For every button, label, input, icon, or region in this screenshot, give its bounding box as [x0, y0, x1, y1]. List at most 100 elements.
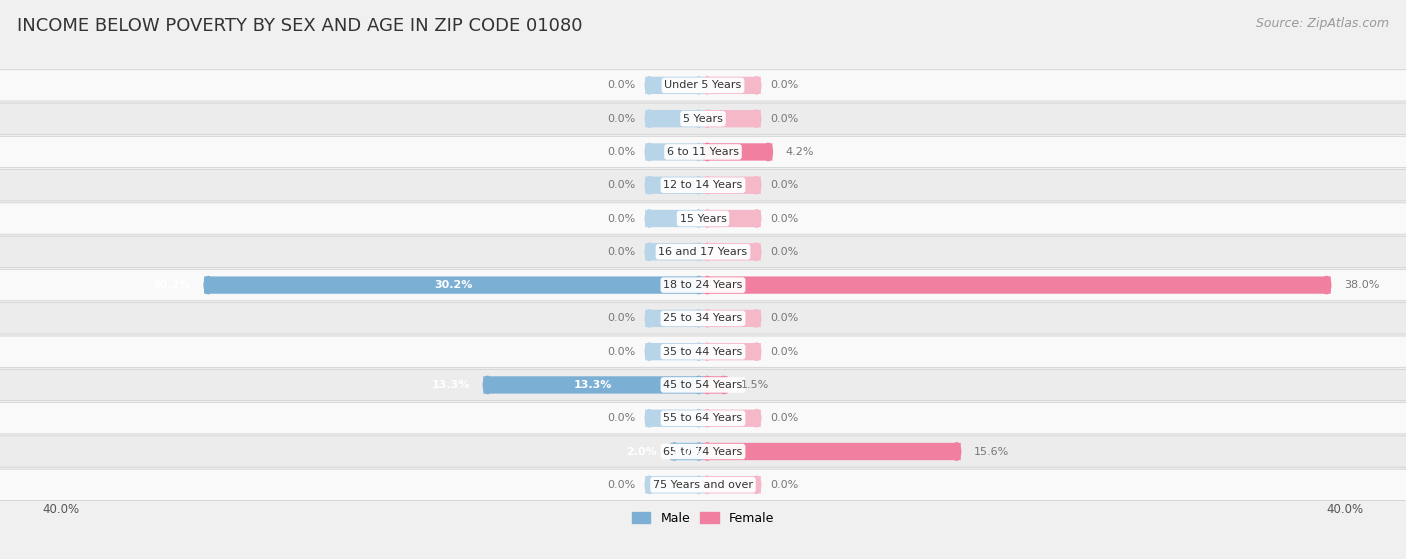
FancyBboxPatch shape — [484, 376, 703, 394]
Circle shape — [703, 177, 711, 194]
FancyBboxPatch shape — [669, 443, 703, 460]
Circle shape — [703, 243, 711, 260]
Circle shape — [204, 277, 212, 293]
Circle shape — [645, 177, 654, 194]
Text: 18 to 24 Years: 18 to 24 Years — [664, 280, 742, 290]
FancyBboxPatch shape — [0, 369, 1406, 401]
Circle shape — [695, 243, 703, 260]
FancyBboxPatch shape — [0, 402, 1406, 434]
FancyBboxPatch shape — [0, 336, 1406, 367]
Circle shape — [645, 343, 654, 361]
Circle shape — [703, 110, 711, 127]
FancyBboxPatch shape — [703, 143, 772, 160]
FancyBboxPatch shape — [0, 70, 1406, 101]
Circle shape — [752, 77, 761, 94]
Text: 40.0%: 40.0% — [42, 503, 79, 516]
Text: 13.3%: 13.3% — [432, 380, 470, 390]
Text: 0.0%: 0.0% — [770, 80, 799, 91]
Text: 55 to 64 Years: 55 to 64 Years — [664, 413, 742, 423]
Text: 0.0%: 0.0% — [607, 214, 636, 224]
FancyBboxPatch shape — [703, 77, 761, 94]
FancyBboxPatch shape — [0, 269, 1406, 301]
Text: 65 to 74 Years: 65 to 74 Years — [664, 447, 742, 457]
Circle shape — [703, 443, 711, 460]
FancyBboxPatch shape — [0, 303, 1406, 334]
Circle shape — [695, 77, 703, 94]
FancyBboxPatch shape — [703, 310, 761, 327]
FancyBboxPatch shape — [645, 110, 703, 127]
Text: 0.0%: 0.0% — [770, 347, 799, 357]
FancyBboxPatch shape — [703, 210, 761, 227]
Text: 0.0%: 0.0% — [607, 113, 636, 124]
FancyBboxPatch shape — [703, 177, 761, 194]
FancyBboxPatch shape — [703, 243, 761, 260]
Circle shape — [703, 77, 711, 94]
Text: 0.0%: 0.0% — [770, 314, 799, 323]
Text: 13.3%: 13.3% — [574, 380, 613, 390]
Circle shape — [669, 443, 679, 460]
FancyBboxPatch shape — [645, 210, 703, 227]
Circle shape — [695, 110, 703, 127]
Text: 0.0%: 0.0% — [607, 247, 636, 257]
Text: 0.0%: 0.0% — [607, 347, 636, 357]
Text: 0.0%: 0.0% — [770, 480, 799, 490]
Circle shape — [703, 476, 711, 494]
Text: 38.0%: 38.0% — [1344, 280, 1379, 290]
Text: 0.0%: 0.0% — [607, 314, 636, 323]
Circle shape — [703, 343, 711, 361]
Circle shape — [695, 277, 703, 293]
Circle shape — [703, 410, 711, 427]
FancyBboxPatch shape — [703, 410, 761, 427]
Text: 45 to 54 Years: 45 to 54 Years — [664, 380, 742, 390]
Text: 1.5%: 1.5% — [741, 380, 769, 390]
FancyBboxPatch shape — [645, 343, 703, 361]
FancyBboxPatch shape — [645, 410, 703, 427]
Circle shape — [752, 210, 761, 227]
FancyBboxPatch shape — [703, 443, 960, 460]
Text: 0.0%: 0.0% — [607, 480, 636, 490]
Circle shape — [645, 110, 654, 127]
FancyBboxPatch shape — [0, 136, 1406, 168]
Circle shape — [695, 310, 703, 327]
Text: 30.2%: 30.2% — [434, 280, 472, 290]
FancyBboxPatch shape — [645, 310, 703, 327]
FancyBboxPatch shape — [645, 177, 703, 194]
Text: 25 to 34 Years: 25 to 34 Years — [664, 314, 742, 323]
Text: 0.0%: 0.0% — [770, 413, 799, 423]
Circle shape — [695, 410, 703, 427]
Text: Source: ZipAtlas.com: Source: ZipAtlas.com — [1256, 17, 1389, 30]
FancyBboxPatch shape — [703, 476, 761, 494]
Text: 30.2%: 30.2% — [152, 280, 191, 290]
Text: 15 Years: 15 Years — [679, 214, 727, 224]
Text: 75 Years and over: 75 Years and over — [652, 480, 754, 490]
Circle shape — [695, 343, 703, 361]
Circle shape — [752, 177, 761, 194]
Text: 2.0%: 2.0% — [626, 447, 657, 457]
Circle shape — [752, 410, 761, 427]
Text: 16 and 17 Years: 16 and 17 Years — [658, 247, 748, 257]
Circle shape — [763, 143, 772, 160]
Text: 35 to 44 Years: 35 to 44 Years — [664, 347, 742, 357]
Circle shape — [695, 177, 703, 194]
Circle shape — [720, 376, 728, 394]
Text: 0.0%: 0.0% — [607, 80, 636, 91]
Text: Under 5 Years: Under 5 Years — [665, 80, 741, 91]
Circle shape — [703, 210, 711, 227]
FancyBboxPatch shape — [0, 103, 1406, 134]
FancyBboxPatch shape — [703, 343, 761, 361]
Circle shape — [645, 310, 654, 327]
Text: 15.6%: 15.6% — [974, 447, 1010, 457]
FancyBboxPatch shape — [645, 476, 703, 494]
Text: 0.0%: 0.0% — [770, 180, 799, 190]
Circle shape — [752, 310, 761, 327]
FancyBboxPatch shape — [204, 277, 703, 293]
Text: 0.0%: 0.0% — [607, 180, 636, 190]
Circle shape — [695, 476, 703, 494]
FancyBboxPatch shape — [0, 203, 1406, 234]
Text: 40.0%: 40.0% — [1327, 503, 1364, 516]
Circle shape — [752, 476, 761, 494]
Circle shape — [703, 310, 711, 327]
Circle shape — [484, 376, 492, 394]
FancyBboxPatch shape — [645, 77, 703, 94]
Text: 2.0%: 2.0% — [671, 447, 702, 457]
